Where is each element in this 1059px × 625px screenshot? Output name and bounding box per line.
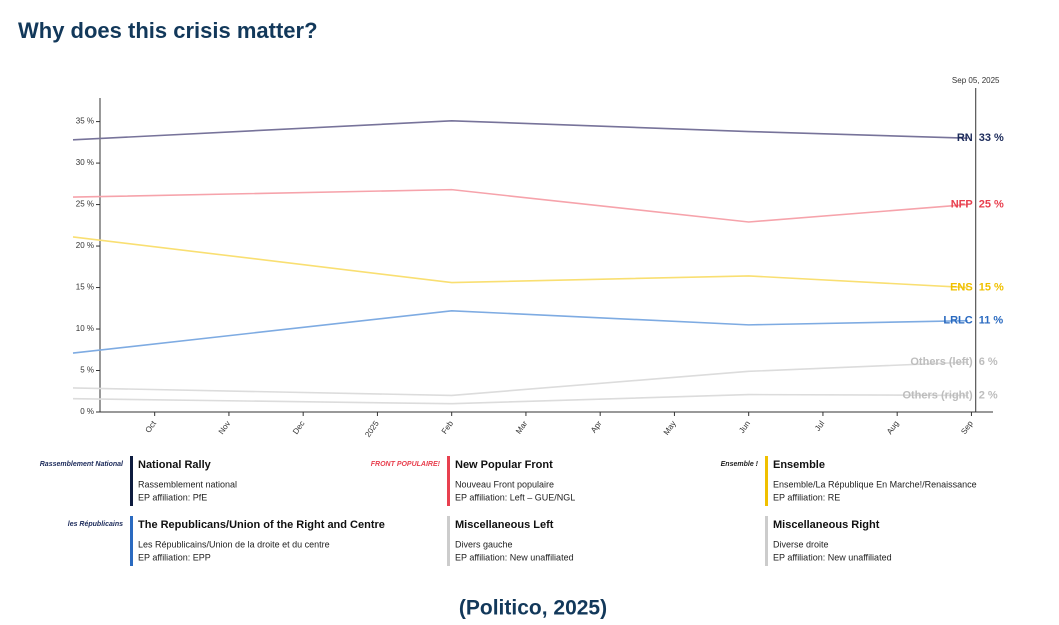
party-name: Miscellaneous Left [455,519,554,531]
y-tick-label: 25 % [76,200,94,209]
y-tick-label: 30 % [76,158,94,167]
party-bar [765,516,768,566]
party-affiliation: EP affiliation: PfE [138,492,207,502]
party-subtitle: Nouveau Front populaire [455,479,554,489]
series-name: Others (left) [910,356,973,368]
party-bar [447,516,450,566]
party-bar [765,456,768,506]
series-name: RN [957,132,973,144]
party-name: The Republicans/Union of the Right and C… [138,519,385,531]
party-logo: Ensemble ! [721,461,759,468]
value-label: 6 % [979,356,998,368]
party-logo: les Républicains [68,521,123,528]
y-tick-label: 35 % [76,117,94,126]
series-line [72,361,968,397]
x-tick-label: Jul [813,419,826,433]
party-affiliation: EP affiliation: EPP [138,552,211,562]
series-line [72,188,968,223]
y-tick-label: 0 % [80,407,94,416]
value-label: 15 % [979,281,1004,293]
party-name: New Popular Front [455,459,553,471]
x-tick-label: Sep [959,419,975,436]
y-tick-label: 5 % [80,366,94,375]
y-tick-label: 20 % [76,241,94,250]
party-subtitle: Divers gauche [455,539,513,549]
cursor-label: Sep 05, 2025 [952,76,1000,85]
series-name: ENS [950,281,973,293]
x-tick-label: Mar [514,419,529,436]
value-label: 11 % [979,315,1004,327]
party-affiliation: EP affiliation: Left – GUE/NGL [455,492,575,502]
series-line [72,119,968,141]
series-name: Others (right) [902,389,973,401]
party-name: Ensemble [773,459,825,471]
series-line [72,309,968,354]
x-tick-label: Apr [589,419,604,435]
party-bar [130,516,133,566]
x-tick-label: Jun [737,419,752,435]
party-name: Miscellaneous Right [773,519,880,531]
x-tick-label: Nov [217,419,233,436]
party-subtitle: Ensemble/La République En Marche!/Renais… [773,479,977,489]
party-logo: FRONT POPULAIRE! [371,461,441,468]
party-bar [130,456,133,506]
value-label: 2 % [979,389,998,401]
x-tick-label: Dec [291,419,307,436]
y-tick-label: 15 % [76,283,94,292]
party-subtitle: Diverse droite [773,539,829,549]
party-subtitle: Rassemblement national [138,479,237,489]
party-name: National Rally [138,459,212,471]
y-tick-label: 10 % [76,324,94,333]
value-label: 33 % [979,132,1004,144]
party-logo: Rassemblement National [40,461,124,468]
party-bar [447,456,450,506]
party-affiliation: EP affiliation: New unaffiliated [455,552,574,562]
x-tick-label: May [662,419,678,437]
page-title: Why does this crisis matter? [18,18,318,43]
x-tick-label: Oct [144,419,159,435]
series-line [72,393,968,405]
party-affiliation: EP affiliation: RE [773,492,840,502]
series-name: LRLC [943,315,972,327]
party-affiliation: EP affiliation: New unaffiliated [773,552,892,562]
party-subtitle: Les Républicains/Union de la droite et d… [138,539,330,549]
x-tick-label: Feb [440,419,456,436]
x-tick-label: 2025 [363,419,381,439]
x-tick-label: Aug [885,419,901,436]
caption: (Politico, 2025) [459,597,607,620]
series-name: NFP [951,198,973,210]
series-line [72,236,968,289]
value-label: 25 % [979,198,1004,210]
